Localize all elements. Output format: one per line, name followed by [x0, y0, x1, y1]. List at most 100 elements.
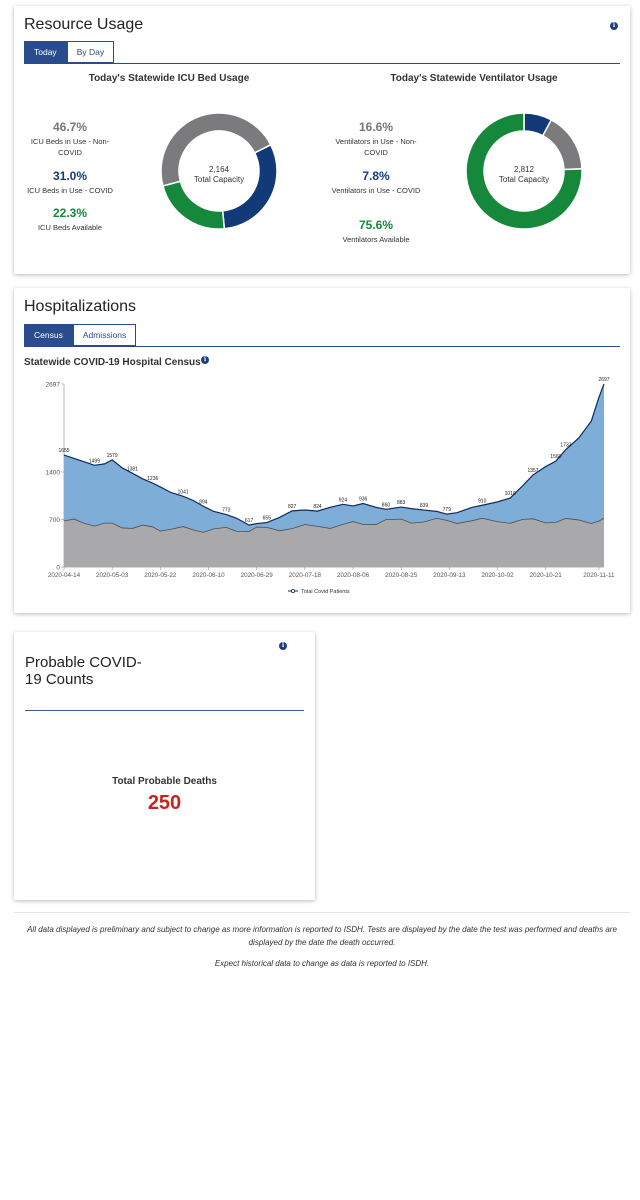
data-label: 936 [359, 496, 368, 502]
data-label: 1236 [147, 476, 158, 482]
total-covid-patients-line[interactable] [63, 383, 605, 526]
legend-marker [290, 588, 295, 593]
icu-label-non-covid: ICU Beds in Use - Non-COVID [30, 137, 110, 157]
probable-info-icon[interactable]: i [279, 642, 287, 650]
y-tick-label: 700 [49, 517, 60, 524]
icu-donut-center: 2,164 Total Capacity [179, 165, 259, 185]
probable-covid-title-line2: 19 Counts [25, 671, 94, 688]
footer-note-historical: Expect historical data to change as data… [214, 959, 430, 968]
tab-census[interactable]: Census [24, 324, 73, 346]
data-label: 773 [222, 508, 231, 514]
data-label: 924 [339, 497, 348, 503]
resource-tabs: Today By Day [24, 41, 115, 63]
data-label: 655 [263, 516, 272, 522]
total-probable-deaths-label: Total Probable Deaths [112, 776, 217, 787]
x-tick-label: 2020-06-10 [192, 572, 225, 579]
data-label: 1733 [560, 442, 571, 448]
x-tick-label: 2020-11-11 [583, 572, 615, 579]
probable-covid-title: Probable COVID- 19 Counts [25, 654, 142, 688]
icu-stat-non-covid: 46.7% ICU Beds in Use - Non-COVID [22, 120, 118, 158]
data-label: 1381 [127, 466, 138, 472]
icu-donut-slice-2[interactable] [162, 180, 226, 230]
x-tick-label: 2020-06-29 [241, 572, 274, 579]
probable-covid-title-line1: Probable COVID- [25, 654, 142, 671]
census-gray-line [63, 517, 605, 533]
tab-by-day[interactable]: By Day [66, 41, 115, 63]
x-tick-label: 2020-05-03 [96, 572, 129, 579]
vent-chart-title: Today's Statewide Ventilator Usage [390, 73, 558, 84]
probable-covid-card: Probable COVID- 19 Counts i Total Probab… [14, 632, 315, 900]
vent-pct-covid: 7.8% [362, 169, 390, 183]
vent-label-covid: Ventilators in Use - COVID [331, 186, 421, 195]
data-label: 1041 [178, 489, 189, 495]
tab-admissions[interactable]: Admissions [72, 324, 137, 346]
icu-pct-covid: 31.0% [52, 169, 88, 183]
hospitalizations-card: Hospitalizations Census Admissions State… [14, 288, 630, 613]
census-chart-title: Statewide COVID-19 Hospital Census [24, 357, 201, 368]
vent-pct-non-covid: 16.6% [358, 120, 394, 134]
data-label: 910 [478, 498, 487, 504]
vent-pct-available: 75.6% [358, 218, 394, 232]
y-tick-label: 1400 [46, 470, 61, 477]
footer-divider [14, 912, 630, 913]
resource-tab-rule [24, 63, 620, 64]
data-label: 1655 [58, 448, 69, 454]
hosp-tabs: Census Admissions [24, 324, 137, 346]
icu-total-capacity-value: 2,164 [208, 165, 230, 174]
data-label: 779 [443, 507, 452, 513]
x-tick-label: 2020-04-14 [48, 572, 81, 579]
footer-note-preliminary: All data displayed is preliminary and su… [27, 925, 617, 947]
x-tick-label: 2020-07-18 [289, 572, 322, 579]
vent-stat-available: 75.6% Ventilators Available [327, 218, 425, 245]
data-label: 1016 [505, 491, 516, 497]
data-label: 1560 [550, 454, 561, 460]
total-probable-deaths-value: 250 [147, 792, 182, 814]
resource-usage-card: Resource Usage i Today By Day Today's St… [14, 6, 630, 274]
probable-rule [25, 710, 304, 711]
y-tick-label: 2697 [46, 382, 61, 389]
x-tick-label: 2020-09-13 [433, 572, 466, 579]
data-label: 824 [313, 504, 322, 510]
data-label: 2697 [598, 377, 609, 383]
icu-donut-slice-1[interactable] [221, 143, 278, 230]
data-label: 1579 [107, 453, 118, 459]
vent-donut-slice-2[interactable] [465, 112, 583, 230]
x-tick-label: 2020-08-06 [337, 572, 370, 579]
data-label: 617 [245, 518, 254, 524]
tab-today[interactable]: Today [24, 41, 67, 63]
icu-stat-covid: 31.0% ICU Beds in Use - COVID [22, 169, 118, 196]
data-label: 894 [199, 499, 208, 505]
icu-stat-available: 22.3% ICU Beds Available [22, 206, 118, 233]
legend-label[interactable]: Total Covid Patients [301, 589, 350, 595]
vent-donut-center: 2,812 Total Capacity [484, 165, 564, 185]
vent-total-capacity-value: 2,812 [513, 165, 535, 174]
vent-stat-covid: 7.8% Ventilators in Use - COVID [327, 169, 425, 196]
vent-total-capacity-label: Total Capacity [498, 175, 550, 184]
x-tick-label: 2020-10-21 [530, 572, 563, 579]
resource-usage-title: Resource Usage [24, 16, 144, 33]
census-info-icon[interactable]: i [201, 356, 209, 364]
info-icon[interactable]: i [610, 22, 618, 30]
x-tick-label: 2020-05-22 [144, 572, 177, 579]
icu-pct-available: 22.3% [52, 206, 88, 220]
vent-label-available: Ventilators Available [342, 235, 410, 244]
icu-total-capacity-label: Total Capacity [193, 175, 245, 184]
data-label: 839 [420, 503, 429, 509]
icu-pct-non-covid: 46.7% [52, 120, 88, 134]
census-area-chart: 0 700 1400 2697 1655 1499 1579 1381 1236 1041 894 7… [46, 377, 616, 595]
vent-donut-chart [465, 112, 583, 230]
data-label: 1499 [89, 458, 100, 464]
icu-label-available: ICU Beds Available [37, 223, 103, 232]
data-label: 883 [397, 500, 406, 506]
y-tick-label: 0 [56, 565, 60, 572]
icu-label-covid: ICU Beds in Use - COVID [27, 186, 113, 195]
census-gray-area [64, 518, 604, 567]
vent-donut-slice-0[interactable] [541, 118, 583, 171]
hospitalizations-title: Hospitalizations [24, 298, 137, 315]
icu-chart-title: Today's Statewide ICU Bed Usage [88, 73, 250, 84]
data-label: 827 [288, 504, 297, 510]
x-tick-label: 2020-08-25 [385, 572, 418, 579]
vent-stat-non-covid: 16.6% Ventilators in Use - Non-COVID [327, 120, 425, 158]
data-label: 860 [382, 502, 391, 508]
hosp-tab-rule [24, 346, 620, 347]
